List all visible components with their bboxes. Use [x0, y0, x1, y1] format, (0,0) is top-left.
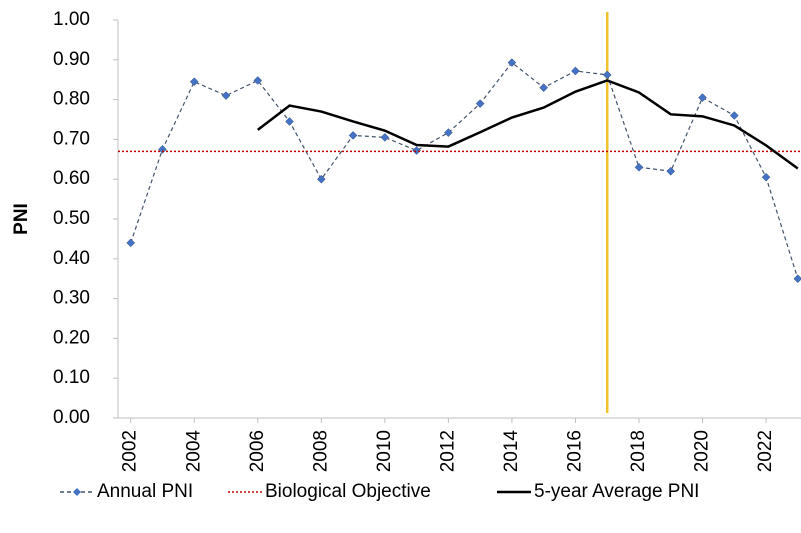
series-line	[257, 79, 799, 170]
x-tick-label: 2020	[692, 430, 713, 472]
data-point	[253, 76, 263, 85]
y-tick-label: 0.30	[53, 288, 90, 309]
y-tick-label: 0.20	[53, 327, 90, 348]
x-tick-label: 2002	[120, 430, 141, 472]
data-point	[316, 174, 326, 184]
y-tick-label: 1.00	[53, 9, 90, 30]
legend-label: Annual PNI	[97, 481, 193, 502]
x-tick-label: 2014	[501, 430, 522, 473]
x-tick-label: 2016	[564, 430, 585, 472]
data-point	[412, 146, 421, 155]
data-point	[475, 99, 485, 108]
series-line	[130, 61, 799, 279]
y-tick-label: 0.50	[53, 208, 90, 229]
x-tick-label: 2012	[437, 430, 458, 472]
y-tick-label: 0.90	[53, 49, 90, 70]
data-point	[666, 166, 676, 176]
legend-marker	[73, 488, 81, 496]
y-tick-label: 0.60	[53, 168, 90, 189]
data-point	[126, 238, 136, 248]
data-point	[729, 111, 739, 120]
data-point	[698, 93, 707, 102]
data-point	[189, 77, 199, 87]
y-tick-label: 0.00	[53, 407, 90, 428]
y-tick-label: 0.10	[53, 367, 90, 388]
data-point	[348, 131, 358, 140]
x-tick-label: 2004	[183, 430, 204, 473]
x-tick-label: 2022	[755, 430, 776, 472]
x-tick-label: 2018	[628, 430, 649, 472]
data-point	[380, 133, 390, 142]
data-point	[634, 162, 644, 172]
legend-label: 5-year Average PNI	[534, 481, 699, 502]
y-tick-label: 0.40	[53, 248, 90, 269]
data-point	[158, 144, 167, 154]
data-point	[221, 91, 231, 100]
x-tick-label: 2006	[247, 430, 268, 472]
legend-label: Biological Objective	[265, 481, 431, 502]
y-axis-label: PNI	[11, 203, 32, 235]
data-point	[444, 128, 453, 137]
y-tick-label: 0.80	[53, 89, 90, 110]
x-tick-label: 2008	[310, 430, 331, 472]
data-point	[571, 66, 580, 76]
data-point	[602, 70, 612, 80]
data-point	[761, 172, 771, 182]
data-point	[285, 117, 294, 126]
data-point	[793, 274, 801, 284]
data-point	[539, 83, 549, 93]
data-point	[507, 58, 517, 67]
x-tick-label: 2010	[374, 430, 395, 472]
y-tick-label: 0.70	[53, 128, 90, 149]
